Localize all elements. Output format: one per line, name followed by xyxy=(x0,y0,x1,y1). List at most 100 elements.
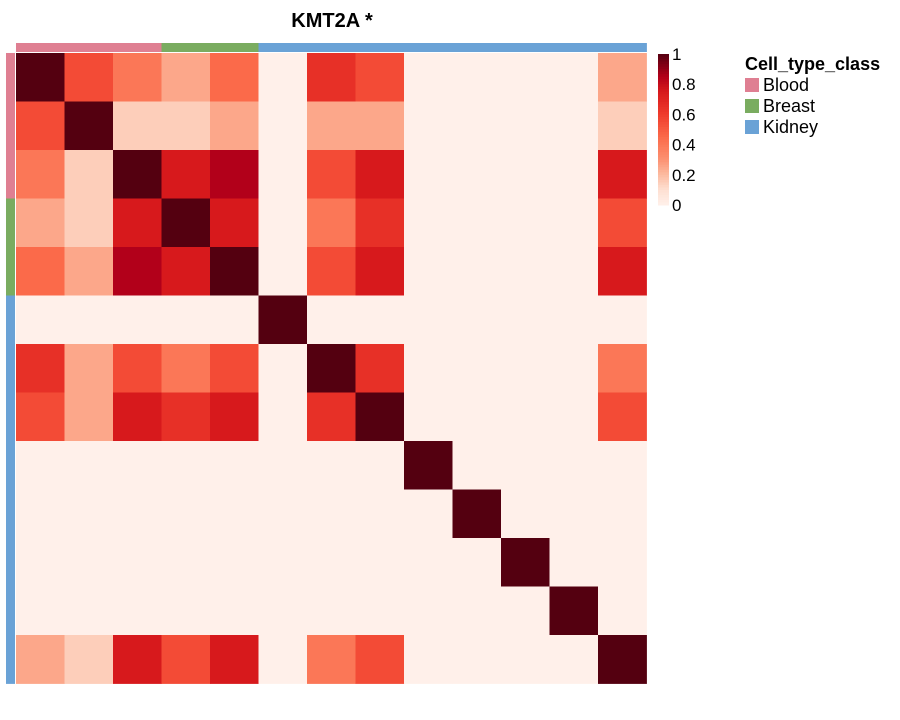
color-scale-segment xyxy=(658,71,669,75)
heatmap-cell xyxy=(598,295,647,345)
color-scale-segment xyxy=(658,159,669,163)
heatmap-cell xyxy=(64,586,114,636)
heatmap-cell xyxy=(161,198,211,248)
heatmap-cell xyxy=(404,150,453,199)
heatmap-cell xyxy=(64,635,114,684)
heatmap-cell xyxy=(258,150,308,199)
chart-title: KMT2A * xyxy=(291,10,373,32)
row-annotation-cell xyxy=(6,247,15,296)
column-annotation-cell xyxy=(258,43,308,52)
color-scale-bar xyxy=(658,54,669,206)
heatmap-cell xyxy=(258,538,308,587)
heatmap-cell xyxy=(16,538,65,587)
heatmap-cell xyxy=(501,344,550,393)
row-annotation-cell xyxy=(6,538,15,587)
column-annotation-cell xyxy=(501,43,550,52)
color-scale-segment xyxy=(658,86,669,90)
heatmap-cell xyxy=(16,53,65,102)
color-scale-segment xyxy=(658,111,669,115)
heatmap-cell xyxy=(501,538,550,587)
heatmap-cell xyxy=(549,344,599,393)
heatmap-cell xyxy=(549,441,599,490)
heatmap-cell xyxy=(113,295,162,345)
heatmap-cell xyxy=(404,344,453,393)
heatmap-cell xyxy=(404,53,453,102)
column-annotation-cell xyxy=(404,43,453,52)
color-scale-segment xyxy=(658,76,669,80)
column-annotation-cell xyxy=(16,43,65,52)
color-scale-segment xyxy=(658,134,669,138)
heatmap-cell xyxy=(598,247,647,296)
heatmap-cell xyxy=(161,247,211,296)
heatmap-cell xyxy=(355,101,405,151)
heatmap-cell xyxy=(404,198,453,248)
heatmap-cell xyxy=(501,441,550,490)
heatmap-cell xyxy=(501,392,550,442)
color-scale-segment xyxy=(658,192,669,196)
heatmap-cell xyxy=(501,53,550,102)
heatmap-cell xyxy=(210,586,259,636)
heatmap-cell xyxy=(549,198,599,248)
heatmap-cell xyxy=(16,198,65,248)
heatmap-cell xyxy=(355,295,405,345)
heatmap-cell xyxy=(258,101,308,151)
heatmap-cell xyxy=(210,150,259,199)
legend-label-kidney: Kidney xyxy=(763,117,818,137)
color-scale-tick-label: 0 xyxy=(672,196,681,215)
heatmap-cell xyxy=(64,247,114,296)
heatmap-cell xyxy=(258,489,308,539)
heatmap-cells xyxy=(16,53,647,684)
heatmap-cell xyxy=(64,344,114,393)
legend-label-breast: Breast xyxy=(763,96,815,116)
color-scale-segment xyxy=(658,64,669,68)
heatmap-cell xyxy=(64,295,114,345)
color-scale-segment xyxy=(658,79,669,83)
heatmap-cell xyxy=(307,53,356,102)
heatmap-cell xyxy=(404,392,453,442)
heatmap-cell xyxy=(452,150,502,199)
color-scale-segment xyxy=(658,162,669,166)
color-scale-segment xyxy=(658,132,669,136)
color-scale-segment xyxy=(658,66,669,70)
color-scale-segment xyxy=(658,116,669,120)
color-scale-segment xyxy=(658,187,669,191)
heatmap-cell xyxy=(307,295,356,345)
row-annotation-cell xyxy=(6,101,15,151)
heatmap-cell xyxy=(452,586,502,636)
heatmap-cell xyxy=(355,586,405,636)
heatmap-cell xyxy=(113,344,162,393)
heatmap-cell xyxy=(549,247,599,296)
column-annotation-cell xyxy=(64,43,114,52)
column-annotation-cell xyxy=(113,43,162,52)
color-scale-segment xyxy=(658,172,669,176)
color-scale-segment xyxy=(658,184,669,188)
heatmap-cell xyxy=(501,295,550,345)
heatmap-cell xyxy=(307,635,356,684)
heatmap-cell xyxy=(355,635,405,684)
heatmap-cell xyxy=(64,441,114,490)
color-scale-segment xyxy=(658,199,669,203)
heatmap-cell xyxy=(501,635,550,684)
heatmap-cell xyxy=(113,101,162,151)
heatmap-cell xyxy=(307,247,356,296)
row-annotation-cell xyxy=(6,53,15,102)
color-scale-segment xyxy=(658,101,669,105)
heatmap-cell xyxy=(258,344,308,393)
heatmap-cell xyxy=(355,198,405,248)
heatmap-cell xyxy=(16,586,65,636)
color-scale-segment xyxy=(658,94,669,98)
heatmap-cell xyxy=(210,489,259,539)
row-annotation-cell xyxy=(6,392,15,442)
heatmap-cell xyxy=(501,586,550,636)
color-scale-segment xyxy=(658,96,669,100)
heatmap-cell xyxy=(404,247,453,296)
heatmap-cell xyxy=(16,247,65,296)
color-scale-segment xyxy=(658,139,669,143)
legend-swatch-blood xyxy=(745,78,759,92)
color-scale-segment xyxy=(658,137,669,141)
row-annotation-cell xyxy=(6,295,15,345)
color-scale-segment xyxy=(658,69,669,73)
heatmap-cell xyxy=(258,635,308,684)
heatmap-cell xyxy=(549,538,599,587)
